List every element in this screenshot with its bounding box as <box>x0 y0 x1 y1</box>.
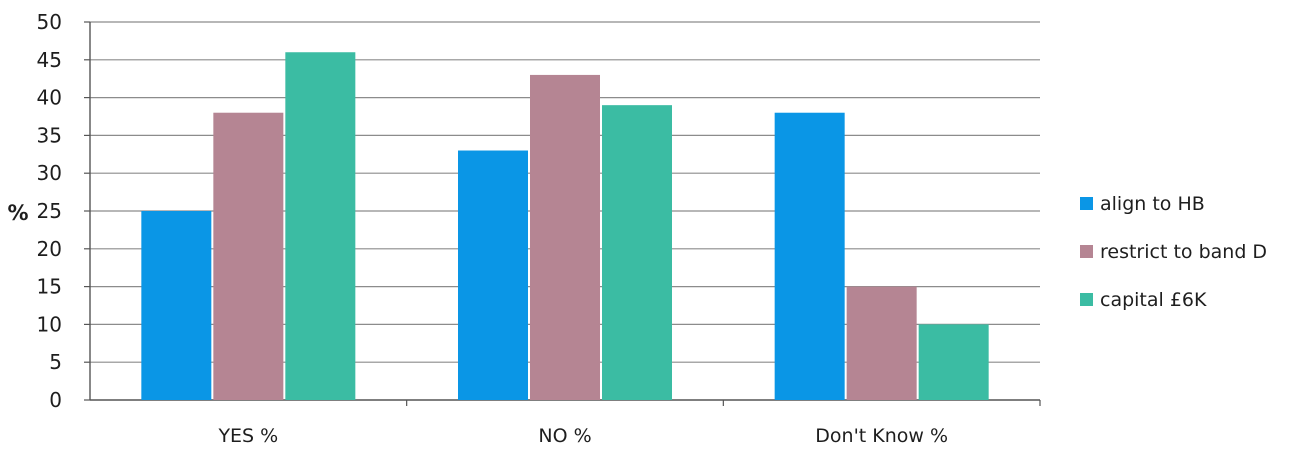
y-tick-label: 30 <box>37 161 62 185</box>
y-tick-label: 40 <box>37 86 62 110</box>
bar-capital-6k-0 <box>285 52 356 401</box>
y-tick-label: 0 <box>49 388 62 412</box>
y-tick-labels: 0 5 10 15 20 25 30 35 40 45 50 <box>37 10 62 412</box>
bar-restrict-to-band-d-0 <box>213 112 284 400</box>
y-tick-label: 5 <box>49 350 62 374</box>
bars <box>141 52 989 401</box>
y-tick-label: 50 <box>37 10 62 34</box>
legend-swatch <box>1080 293 1093 306</box>
category-label: NO % <box>538 425 591 447</box>
y-tick-label: 20 <box>37 237 62 261</box>
y-tick-label: 35 <box>37 123 62 147</box>
legend-swatch <box>1080 245 1093 258</box>
legend-label: restrict to band D <box>1100 241 1267 263</box>
category-labels: YES % NO % Don't Know % <box>217 425 948 447</box>
y-tick-label: 45 <box>37 48 62 72</box>
legend-swatch <box>1080 197 1093 210</box>
bar-restrict-to-band-d-2 <box>846 286 917 400</box>
bar-align-to-hb-1 <box>458 150 528 400</box>
y-tick-label: 15 <box>37 275 62 299</box>
y-tick-label: 10 <box>37 312 62 336</box>
category-label: Don't Know % <box>815 425 948 447</box>
bar-capital-6k-2 <box>918 324 989 400</box>
bar-align-to-hb-2 <box>774 112 845 400</box>
legend: align to HB restrict to band D capital £6K <box>1080 193 1267 311</box>
category-label: YES % <box>217 425 278 447</box>
y-axis-label: % <box>7 201 28 225</box>
bar-restrict-to-band-d-1 <box>530 74 600 401</box>
legend-label: align to HB <box>1100 193 1205 215</box>
legend-label: capital £6K <box>1100 289 1207 311</box>
bar-capital-6k-1 <box>602 105 672 400</box>
y-tick-label: 25 <box>37 199 62 223</box>
bar-align-to-hb-0 <box>141 211 212 400</box>
